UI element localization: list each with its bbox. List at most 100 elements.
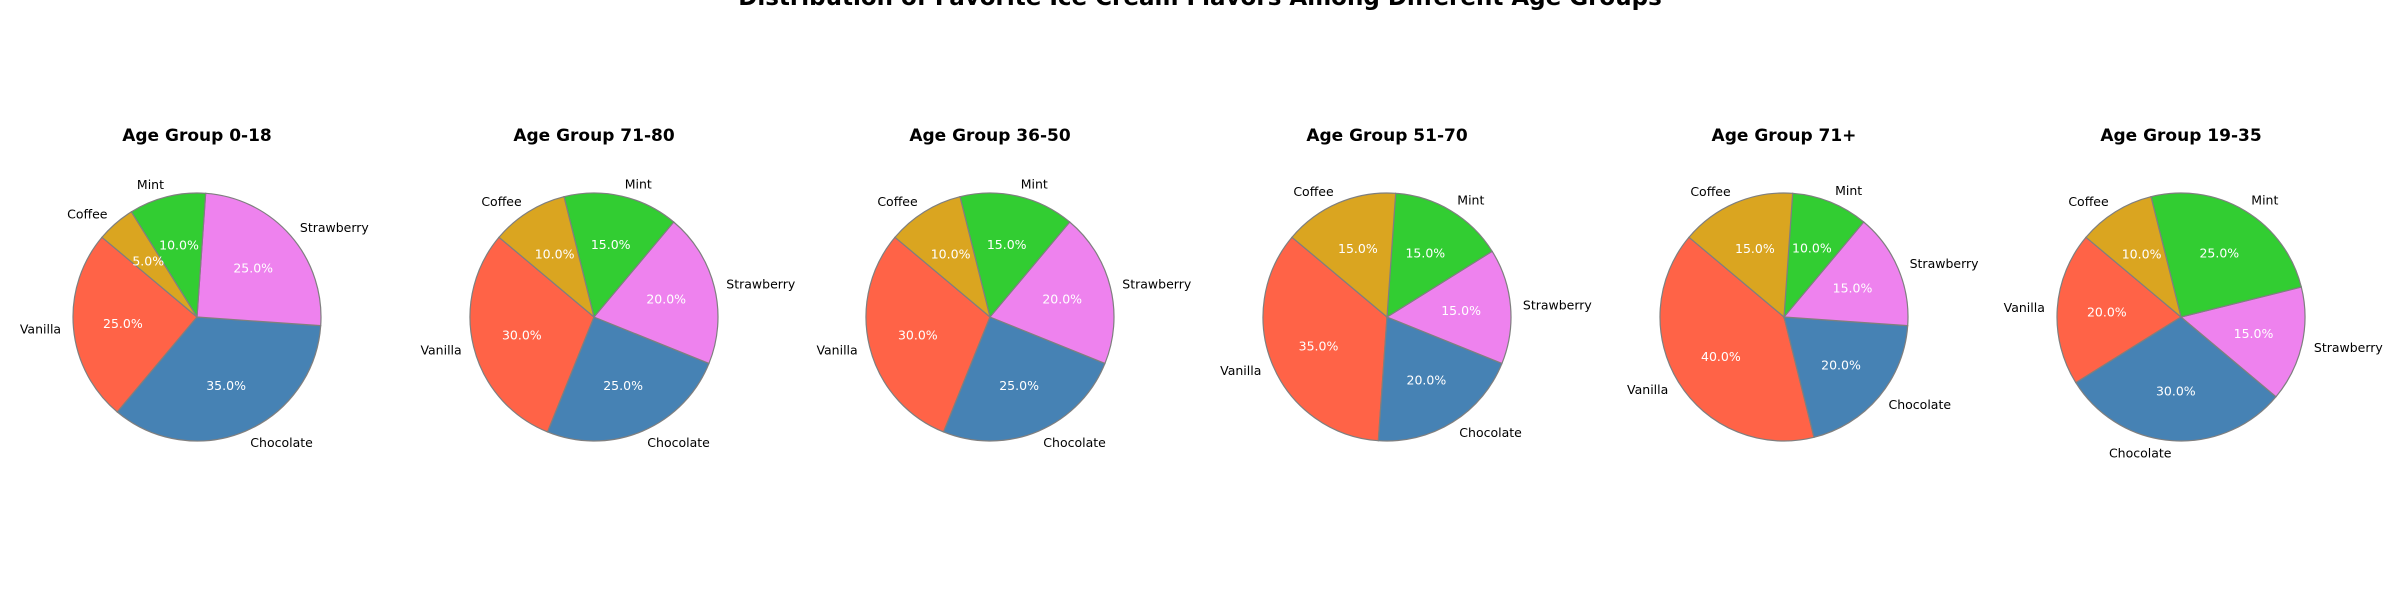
slice-percent-label: 10.0% xyxy=(2122,246,2162,261)
slice-category-label: Strawberry xyxy=(1910,256,1980,271)
figure-title: Distribution of Favorite Ice Cream Flavo… xyxy=(0,0,2400,11)
pie-slice-mint xyxy=(959,192,1071,319)
slice-percent-label: 30.0% xyxy=(502,328,542,343)
slice-category-label: Mint xyxy=(1021,177,1048,192)
slice-percent-label: 10.0% xyxy=(535,246,575,261)
pie-slice-chocolate xyxy=(2075,316,2277,442)
pie-slice-strawberry xyxy=(989,221,1115,365)
pie-slice-coffee xyxy=(1291,192,1397,319)
slice-category-label: Coffee xyxy=(1293,184,1334,199)
slice-category-label: Vanilla xyxy=(1220,363,1261,378)
pie-slice-chocolate xyxy=(116,316,322,442)
slice-category-label: Strawberry xyxy=(2314,340,2384,355)
slice-category-label: Coffee xyxy=(481,194,522,209)
slice-category-label: Coffee xyxy=(1690,184,1731,199)
pie-slice-chocolate xyxy=(942,316,1106,442)
pie-chart-age-group-71: Age Group 71+ 40.0% Vanilla 20.0% Chocolate 1… xyxy=(1627,126,1980,442)
pie-chart-age-group-36-50: Age Group 36-50 30.0% Vanilla 25.0% Chocolat… xyxy=(816,126,1191,450)
pie-title: Age Group 19-35 xyxy=(2100,126,2261,146)
pie-chart-age-group-51-70: Age Group 51-70 35.0% Vanilla 20.0% Chocolat… xyxy=(1220,126,1593,442)
pie-slice-chocolate xyxy=(546,316,710,442)
slice-percent-label: 10.0% xyxy=(1792,241,1832,256)
slice-percent-label: 40.0% xyxy=(1701,349,1741,364)
slice-category-label: Coffee xyxy=(877,194,918,209)
slice-category-label: Vanilla xyxy=(1627,382,1668,397)
slice-percent-label: 25.0% xyxy=(2199,246,2239,261)
pie-slice-chocolate xyxy=(1377,316,1503,442)
slice-percent-label: 25.0% xyxy=(103,316,143,331)
pie-slice-vanilla xyxy=(469,236,595,433)
slice-category-label: Mint xyxy=(137,177,164,192)
pie-slice-mint xyxy=(2150,192,2303,318)
pie-slice-vanilla xyxy=(865,236,991,433)
slice-percent-label: 20.0% xyxy=(1407,373,1447,388)
pie-slice-vanilla xyxy=(1659,236,1815,442)
pie-title: Age Group 51-70 xyxy=(1306,126,1468,146)
pie-slice-coffee xyxy=(498,195,596,319)
pie-chart-age-group-0-18: Age Group 0-18 25.0% Vanilla 35.0% Chocolate… xyxy=(20,126,370,450)
slice-percent-label: 15.0% xyxy=(1441,303,1481,318)
slice-percent-label: 15.0% xyxy=(591,237,631,252)
slice-percent-label: 25.0% xyxy=(233,261,273,276)
slice-percent-label: 25.0% xyxy=(603,378,643,393)
pie-title: Age Group 36-50 xyxy=(909,126,1071,146)
pie-title: Age Group 71+ xyxy=(1712,126,1857,146)
pie-slice-mint xyxy=(1783,192,1865,319)
slice-percent-label: 15.0% xyxy=(1735,241,1775,256)
pie-slice-coffee xyxy=(894,195,992,319)
slice-category-label: Chocolate xyxy=(2109,446,2172,461)
slice-category-label: Chocolate xyxy=(1459,425,1522,440)
pie-slice-strawberry xyxy=(1385,250,1512,365)
slice-percent-label: 15.0% xyxy=(1833,280,1873,295)
pie-slice-mint xyxy=(563,192,675,319)
pie-title: Age Group 0-18 xyxy=(122,126,272,146)
slice-percent-label: 20.0% xyxy=(1042,292,1082,307)
slice-percent-label: 20.0% xyxy=(646,292,686,307)
slice-percent-label: 30.0% xyxy=(2156,384,2196,399)
slice-category-label: Mint xyxy=(1835,183,1862,198)
slice-category-label: Vanilla xyxy=(2004,300,2045,315)
slice-category-label: Chocolate xyxy=(1043,435,1106,450)
pie-slice-mint xyxy=(130,192,207,319)
pie-slice-coffee xyxy=(101,211,198,318)
pie-slice-strawberry xyxy=(2179,286,2306,398)
slice-category-label: Vanilla xyxy=(20,321,61,336)
slice-percent-label: 35.0% xyxy=(206,378,246,393)
pie-slice-strawberry xyxy=(1782,221,1909,327)
slice-percent-label: 20.0% xyxy=(2087,304,2127,319)
slice-category-label: Strawberry xyxy=(726,277,796,292)
pie-chart-age-group-71-80: Age Group 71-80 30.0% Vanilla 25.0% Chocolat… xyxy=(420,126,795,450)
slice-percent-label: 5.0% xyxy=(132,253,164,268)
pie-slice-coffee xyxy=(1688,192,1794,319)
pie-slice-chocolate xyxy=(1783,316,1909,439)
slice-category-label: Strawberry xyxy=(1523,298,1593,313)
slice-category-label: Vanilla xyxy=(420,343,461,358)
pie-slice-strawberry xyxy=(196,192,322,327)
slice-category-label: Chocolate xyxy=(647,435,710,450)
slice-category-label: Coffee xyxy=(67,207,108,222)
pie-slice-vanilla xyxy=(1262,236,1388,442)
slice-category-label: Chocolate xyxy=(250,435,313,450)
slice-percent-label: 15.0% xyxy=(1405,246,1445,261)
pie-slice-mint xyxy=(1386,192,1493,319)
slice-category-label: Vanilla xyxy=(816,343,857,358)
slice-category-label: Mint xyxy=(625,177,652,192)
pie-title: Age Group 71-80 xyxy=(513,126,675,146)
slice-category-label: Mint xyxy=(2251,193,2278,208)
slice-percent-label: 15.0% xyxy=(1338,241,1378,256)
slice-category-label: Coffee xyxy=(2068,194,2109,209)
slice-percent-label: 35.0% xyxy=(1299,339,1339,354)
slice-category-label: Mint xyxy=(1457,193,1484,208)
slice-category-label: Strawberry xyxy=(1122,277,1192,292)
slice-percent-label: 20.0% xyxy=(1821,357,1861,372)
slice-percent-label: 25.0% xyxy=(999,378,1039,393)
pie-slice-coffee xyxy=(2085,195,2183,319)
pie-slice-vanilla xyxy=(72,236,198,413)
slice-category-label: Strawberry xyxy=(300,220,370,235)
slice-percent-label: 15.0% xyxy=(2234,326,2274,341)
pie-chart-age-group-19-35: Age Group 19-35 20.0% Vanilla 30.0% Chocolat… xyxy=(2004,126,2384,461)
pie-slice-strawberry xyxy=(593,221,719,365)
slice-percent-label: 30.0% xyxy=(898,328,938,343)
